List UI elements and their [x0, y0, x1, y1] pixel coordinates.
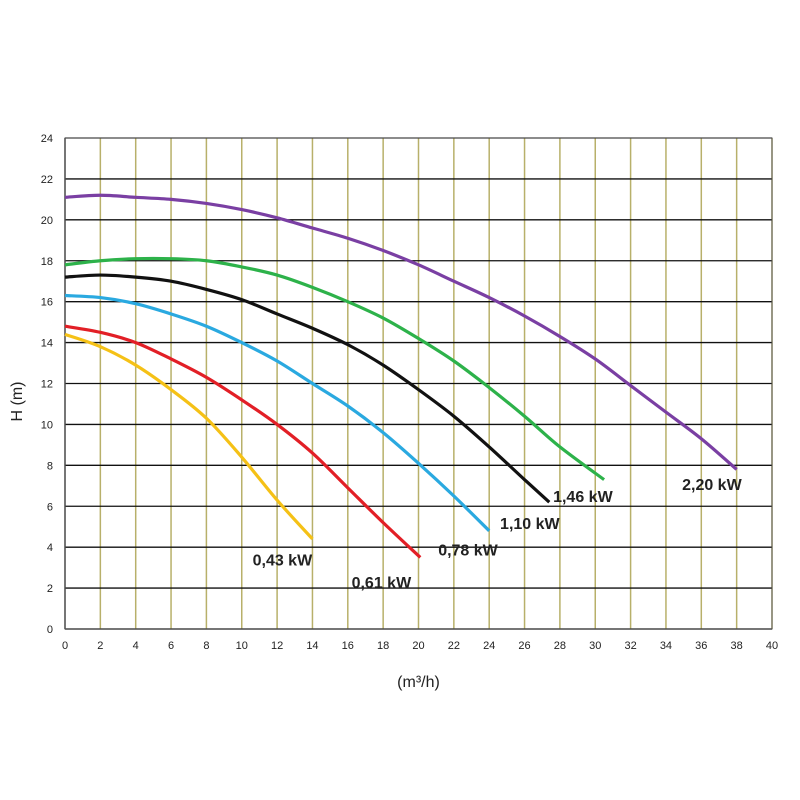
x-tick-label: 0: [62, 640, 68, 652]
x-tick-label: 32: [624, 640, 636, 652]
series-line-1: [64, 332, 314, 541]
x-tick-label: 40: [766, 640, 778, 652]
x-tick-label: 16: [342, 640, 354, 652]
y-tick-label: 16: [41, 297, 53, 309]
curve-power-label: 0,43 kW: [253, 553, 313, 570]
x-tick-label: 36: [695, 640, 707, 652]
series-line-6: [64, 193, 738, 471]
y-tick-label: 14: [41, 338, 53, 350]
x-tick-label: 24: [483, 640, 495, 652]
curve-power-label: 0,78 kW: [438, 542, 498, 559]
x-tick-label: 10: [236, 640, 248, 652]
y-tick-label: 4: [47, 542, 53, 554]
y-tick-label: 2: [47, 583, 53, 595]
x-tick-label: 12: [271, 640, 283, 652]
series-line-2: [64, 324, 422, 559]
curve-power-label: 0,61 kW: [352, 575, 412, 592]
x-axis-title: (m³/h): [397, 674, 440, 691]
x-tick-label: 6: [168, 640, 174, 652]
x-tick-label: 20: [412, 640, 424, 652]
x-tick-label: 22: [448, 640, 460, 652]
y-axis-title: H (m): [9, 382, 26, 422]
x-tick-label: 28: [554, 640, 566, 652]
x-tick-label: 14: [306, 640, 318, 652]
x-tick-label: 26: [518, 640, 530, 652]
x-tick-label: 8: [203, 640, 209, 652]
y-tick-label: 8: [47, 460, 53, 472]
y-tick-label: 0: [47, 624, 53, 636]
curve-power-label: 2,20 kW: [682, 477, 742, 494]
y-tick-label: 12: [41, 379, 53, 391]
series-line-5: [64, 256, 606, 481]
series-line-4: [64, 273, 551, 504]
series-line-3: [64, 293, 491, 532]
x-axis-ticks: 0 2 4 6 8 10 12 14 16 18 20 22 24 26 28 30 32 34 36 38 40: [62, 640, 778, 652]
x-tick-label: 38: [731, 640, 743, 652]
x-tick-label: 18: [377, 640, 389, 652]
y-tick-label: 22: [41, 174, 53, 186]
x-tick-label: 30: [589, 640, 601, 652]
x-tick-label: 4: [133, 640, 139, 652]
y-tick-label: 18: [41, 256, 53, 268]
y-tick-label: 24: [41, 133, 53, 145]
curve-labels: 0,43 kW 0,61 kW 0,78 kW1,10 kW 1,46 kW 2,20 …: [253, 477, 743, 592]
y-tick-label: 10: [41, 419, 53, 431]
y-tick-label: 20: [41, 215, 53, 227]
series-group: [64, 193, 738, 559]
x-tick-label: 34: [660, 640, 672, 652]
grid: [64, 137, 773, 630]
plot-area-border: [64, 137, 773, 630]
y-tick-label: 6: [47, 501, 53, 513]
curve-power-label: 1,46 kW: [553, 489, 613, 506]
curve-power-label: 1,10 kW: [500, 516, 560, 533]
x-tick-label: 2: [97, 640, 103, 652]
